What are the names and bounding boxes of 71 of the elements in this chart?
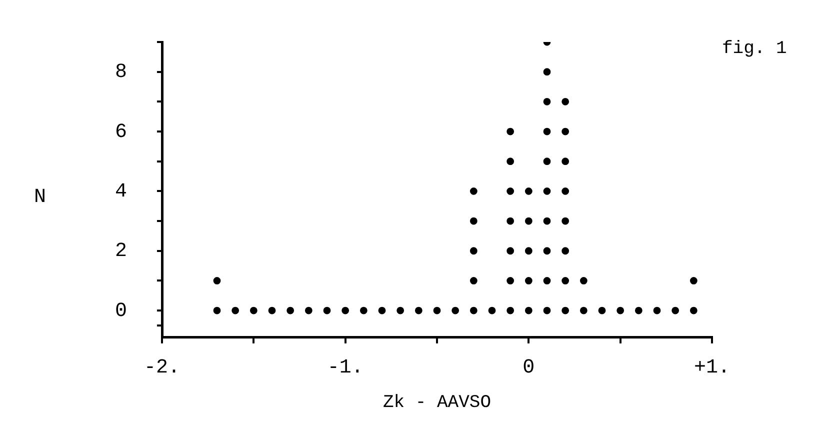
point (506, 217, 514, 225)
point (506, 158, 514, 166)
y-axis-title: N (34, 186, 46, 209)
point (488, 306, 496, 314)
point (433, 306, 441, 314)
x-axis-title: Zk - AAVSO (382, 392, 492, 413)
x-tick-label: -1. (327, 356, 364, 380)
point (524, 306, 532, 314)
point (452, 306, 460, 314)
y-tick-label: 6 (114, 120, 127, 144)
point (543, 68, 551, 76)
point (653, 306, 661, 314)
point (470, 187, 478, 195)
y-tick-label: 4 (114, 180, 127, 204)
point (470, 306, 478, 314)
point (543, 306, 551, 314)
point (524, 187, 532, 195)
point (562, 98, 570, 106)
point (562, 217, 570, 225)
point (562, 158, 570, 166)
point (414, 306, 422, 314)
point (543, 158, 551, 166)
point (506, 128, 514, 136)
point (690, 306, 698, 314)
point (506, 306, 514, 314)
point (524, 217, 532, 225)
point (506, 187, 514, 195)
point (506, 277, 514, 284)
y-tick-label: 0 (114, 300, 127, 323)
point (543, 247, 551, 255)
point (213, 306, 221, 314)
point (562, 128, 570, 136)
point (470, 277, 478, 284)
point (524, 277, 532, 284)
x-tick-label: 0 (522, 356, 535, 380)
point (562, 187, 570, 195)
point (690, 277, 698, 284)
point (598, 306, 606, 314)
point (580, 306, 588, 314)
point (323, 306, 331, 314)
point (543, 187, 551, 195)
point (616, 306, 624, 314)
point (304, 306, 312, 314)
y-tick-label: 8 (114, 61, 127, 84)
point (543, 217, 551, 225)
point (232, 306, 240, 314)
caption: fig. 1 (722, 38, 787, 59)
point (634, 306, 642, 314)
point (562, 247, 570, 255)
point (470, 247, 478, 255)
x-tick-label: +1. (694, 356, 730, 380)
point (524, 247, 532, 255)
x-tick-label: -2. (144, 356, 180, 380)
point (396, 306, 404, 314)
point (342, 306, 350, 314)
point (562, 306, 570, 314)
point (268, 306, 276, 314)
point (543, 128, 551, 136)
point (213, 277, 221, 284)
point (672, 306, 680, 314)
point (470, 217, 478, 225)
point (506, 247, 514, 255)
point (286, 306, 294, 314)
point (543, 277, 551, 284)
y-tick-label: 2 (114, 240, 127, 264)
point (378, 306, 386, 314)
point (562, 277, 570, 284)
point (360, 306, 368, 314)
point (580, 277, 588, 284)
point (250, 306, 258, 314)
point (543, 98, 551, 106)
